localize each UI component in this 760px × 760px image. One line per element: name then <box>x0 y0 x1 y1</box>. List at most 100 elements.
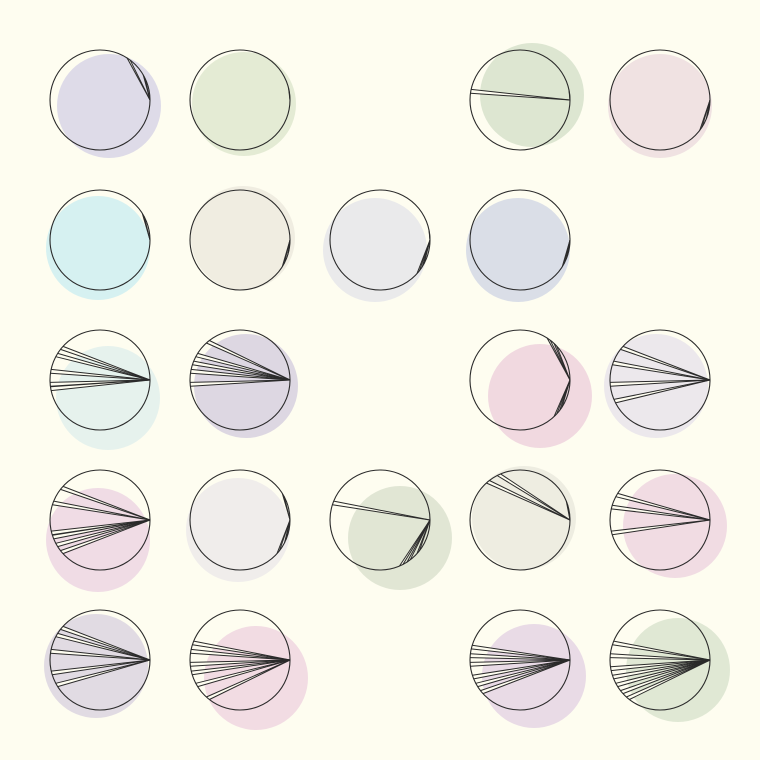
disc-outline <box>49 189 151 291</box>
slice-edge <box>50 379 151 388</box>
disc <box>189 329 298 438</box>
color-wash <box>480 43 584 147</box>
slice-edge <box>190 652 291 661</box>
disc <box>186 469 291 582</box>
slice-edge <box>612 364 711 381</box>
slice-edge <box>626 659 711 698</box>
slice-edge <box>482 659 571 695</box>
disc <box>46 189 151 300</box>
slice-edge <box>416 239 431 274</box>
color-wash <box>608 54 712 158</box>
slice-edge <box>612 644 711 661</box>
slice-edge <box>60 519 151 552</box>
slice-edge <box>51 368 151 381</box>
slice-edge <box>190 372 291 381</box>
slice-edge <box>556 345 571 381</box>
disc-outline <box>469 609 571 711</box>
disc-outline <box>49 329 151 431</box>
slice-edge <box>611 508 711 521</box>
slice-edge <box>470 659 571 667</box>
color-wash <box>466 198 570 302</box>
disc <box>609 469 727 578</box>
slice-edge <box>480 659 571 692</box>
disc-outline <box>609 469 711 571</box>
disc <box>189 49 296 156</box>
slice-edge <box>51 379 151 392</box>
slice-edge <box>197 352 291 381</box>
color-wash <box>472 466 576 570</box>
slice-edge <box>699 99 711 131</box>
slice-edge <box>617 492 711 521</box>
slice-edge <box>190 379 291 383</box>
slice-edge <box>50 652 151 661</box>
slice-edge <box>496 475 571 521</box>
slice-edge <box>143 216 151 241</box>
slice-edge <box>195 356 291 381</box>
slice-edge <box>276 519 291 554</box>
color-wash <box>623 474 727 578</box>
slice-edge <box>553 379 571 417</box>
disc-outline <box>189 609 291 711</box>
slice-edge <box>62 519 151 555</box>
disc-outline <box>49 49 151 151</box>
disc-outline <box>609 49 711 151</box>
slice-edge <box>62 625 151 661</box>
disc-outline <box>49 609 151 711</box>
color-wash <box>186 478 290 582</box>
slice-edge <box>617 659 711 688</box>
slice-edge <box>612 504 711 521</box>
slice-edge <box>613 659 711 680</box>
slice-edge <box>610 379 711 387</box>
disc-outline <box>189 469 291 571</box>
disc <box>189 609 308 730</box>
disc <box>46 469 151 592</box>
slice-edge <box>62 345 151 381</box>
disc <box>608 49 712 158</box>
disc <box>604 329 711 438</box>
slice-edge <box>192 644 291 661</box>
slice-edge <box>612 659 711 676</box>
slice-edge <box>615 379 711 404</box>
color-wash <box>482 624 586 728</box>
slice-edge <box>52 504 151 521</box>
slice-edge <box>206 659 291 698</box>
slice-edge <box>615 496 711 521</box>
slice-edge <box>195 659 291 684</box>
color-wash <box>323 198 427 302</box>
slice-edge <box>197 659 291 688</box>
slice-edge <box>55 659 151 684</box>
slice-edge <box>192 364 291 381</box>
slice-edge <box>611 519 711 532</box>
slice-edge <box>190 379 291 387</box>
disc <box>329 469 452 590</box>
slice-edge <box>60 488 151 521</box>
slice-edge <box>191 368 291 381</box>
slice-edge <box>398 519 431 567</box>
disc-outline <box>329 189 431 291</box>
slice-edge <box>615 659 711 684</box>
disc <box>49 49 161 158</box>
slice-edge <box>613 379 711 400</box>
disc <box>469 609 586 728</box>
slice-edge <box>473 659 571 680</box>
disc <box>469 466 576 571</box>
slice-edge <box>52 659 151 676</box>
disc <box>189 186 295 291</box>
slice-edge <box>610 657 711 661</box>
slice-edge <box>470 659 571 663</box>
slice-edge <box>406 519 431 563</box>
slice-edge <box>613 360 711 381</box>
slice-edge <box>416 519 431 554</box>
slice-edge <box>192 659 291 676</box>
disc-outline <box>189 49 291 151</box>
slice-edge <box>57 519 151 548</box>
disc-outline <box>609 609 711 711</box>
disc-outline <box>609 329 711 431</box>
slice-edge <box>610 659 711 668</box>
disc-outline <box>469 49 571 151</box>
disc-outline <box>469 189 571 291</box>
color-wash <box>348 486 452 590</box>
slice-edge <box>51 648 151 661</box>
color-wash <box>56 346 160 450</box>
disc <box>469 329 592 448</box>
